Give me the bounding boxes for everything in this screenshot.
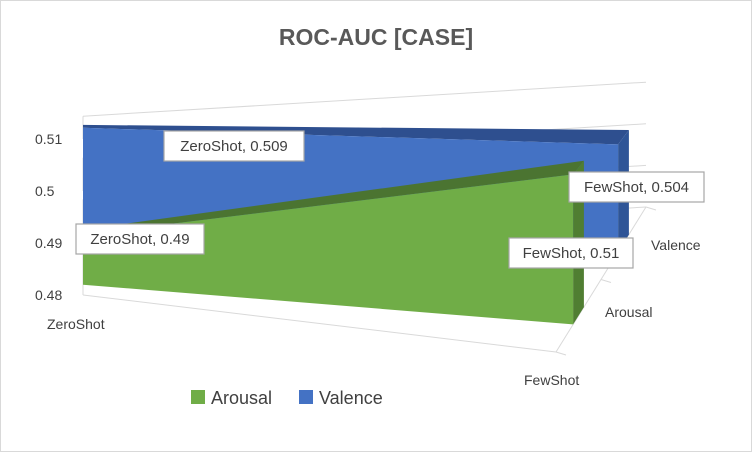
data-label: ZeroShot, 0.49 (75, 223, 205, 255)
y-tick-labels: 0.48 0.49 0.5 0.51 (35, 131, 62, 303)
data-label-text: ZeroShot, 0.509 (180, 138, 288, 155)
data-labels: ZeroShot, 0.509 FewShot, 0.504 ZeroShot, 0… (75, 130, 705, 269)
data-label: FewShot, 0.504 (568, 171, 705, 203)
y-tick-label: 0.49 (35, 235, 62, 251)
data-label: FewShot, 0.51 (508, 237, 634, 269)
depth-tick (600, 279, 612, 283)
chart-title: ROC-AUC [CASE] (279, 24, 473, 50)
category-label: ZeroShot (47, 316, 105, 332)
category-label: FewShot (524, 372, 579, 388)
depth-tick (645, 206, 657, 211)
legend-label: Valence (319, 388, 383, 408)
data-label-text: FewShot, 0.504 (584, 179, 689, 196)
data-label: ZeroShot, 0.509 (163, 130, 305, 162)
legend-item-arousal[interactable]: Arousal (191, 388, 272, 408)
data-label-box (568, 171, 705, 203)
area-top-face[interactable] (83, 160, 584, 235)
legend-label: Arousal (211, 388, 272, 408)
y-tick-label: 0.5 (35, 183, 55, 199)
axes (82, 206, 657, 356)
category-labels: ZeroShot FewShot (47, 316, 579, 388)
legend-item-valence[interactable]: Valence (299, 388, 383, 408)
area-front-face[interactable] (83, 174, 574, 325)
data-label-box (75, 223, 205, 255)
area-top-face[interactable] (83, 124, 629, 145)
data-label-text: FewShot, 0.51 (523, 245, 620, 262)
legend-swatch (191, 390, 205, 404)
depth-label: Valence (651, 237, 701, 253)
legend[interactable]: Arousal Valence (191, 388, 383, 408)
gridline (82, 81, 647, 117)
depth-labels: Arousal Valence (605, 237, 701, 320)
data-label-box (508, 237, 634, 269)
depth-label: Arousal (605, 304, 652, 320)
floor-edge (82, 294, 557, 353)
legend-swatch (299, 390, 313, 404)
depth-tick (555, 351, 567, 356)
y-tick-label: 0.48 (35, 287, 62, 303)
data-label-text: ZeroShot, 0.49 (90, 231, 189, 248)
data-label-box (163, 130, 305, 162)
y-tick-label: 0.51 (35, 131, 62, 147)
